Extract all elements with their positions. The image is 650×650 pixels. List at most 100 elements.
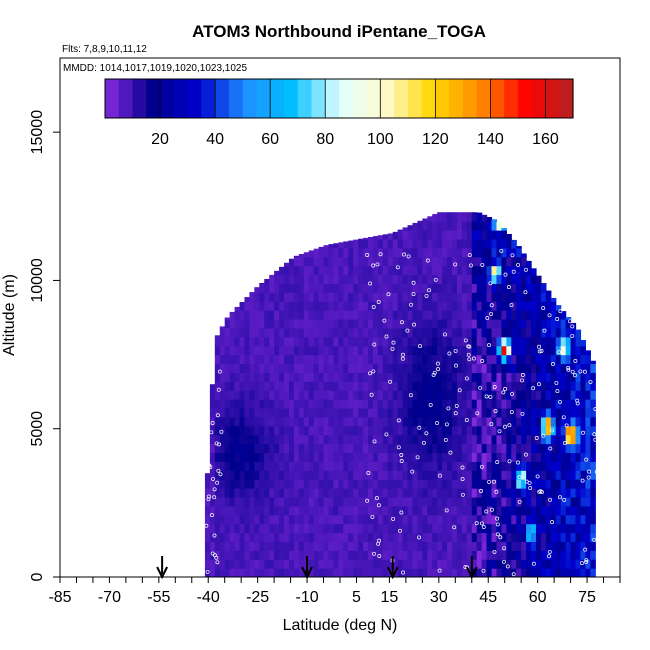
heatmap-cell xyxy=(422,318,428,329)
heatmap-cell xyxy=(417,318,423,329)
heatmap-cell xyxy=(545,496,552,507)
heatmap-cell xyxy=(511,443,517,454)
heatmap-cell xyxy=(590,559,596,569)
observation-point xyxy=(548,446,553,451)
heatmap-cell xyxy=(323,568,330,577)
heatmap-cell xyxy=(442,256,448,267)
heatmap-cell xyxy=(417,425,423,436)
heatmap-cell xyxy=(244,381,251,391)
heatmap-cell xyxy=(363,310,369,320)
heatmap-cell xyxy=(293,568,300,577)
heatmap-cell xyxy=(387,514,394,525)
heatmap-cell xyxy=(585,416,591,427)
heatmap-cell xyxy=(476,256,483,267)
heatmap-cell xyxy=(545,461,552,471)
heatmap-cell xyxy=(516,523,522,534)
heatmap-cell xyxy=(442,470,448,480)
heatmap-cell xyxy=(338,479,344,489)
heatmap-cell xyxy=(284,479,290,489)
heatmap-cell xyxy=(214,416,221,427)
heatmap-cell xyxy=(491,363,498,373)
heatmap-cell xyxy=(555,532,562,543)
heatmap-cell xyxy=(531,292,537,302)
heatmap-cell xyxy=(560,443,567,454)
heatmap-cell xyxy=(219,514,226,525)
heatmap-cell xyxy=(550,363,557,373)
heatmap-cell xyxy=(447,416,453,427)
observation-point xyxy=(586,475,591,480)
heatmap-cell xyxy=(328,292,335,302)
heatmap-cell xyxy=(402,541,409,551)
heatmap-cell xyxy=(328,505,335,516)
heatmap-cell xyxy=(284,381,290,391)
heatmap-cell xyxy=(471,345,478,356)
heatmap-cell xyxy=(511,310,517,320)
heatmap-cell xyxy=(501,416,507,427)
heatmap-cell xyxy=(279,301,285,311)
heatmap-cell xyxy=(501,425,507,436)
heatmap-cell xyxy=(377,407,384,418)
heatmap-cell xyxy=(254,443,260,454)
heatmap-cell xyxy=(284,390,290,400)
heatmap-cell xyxy=(229,514,236,525)
heatmap-cell xyxy=(204,473,211,480)
heatmap-cell xyxy=(565,443,572,454)
heatmap-cell xyxy=(382,256,389,267)
heatmap-cell xyxy=(545,559,552,569)
heatmap-cell xyxy=(516,399,522,409)
heatmap-cell xyxy=(417,265,423,276)
heatmap-cell xyxy=(461,390,468,400)
heatmap-cell xyxy=(279,461,285,471)
heatmap-cell xyxy=(264,292,270,302)
heatmap-cell xyxy=(318,318,325,329)
heatmap-cell xyxy=(288,258,295,267)
heatmap-cell xyxy=(417,256,423,267)
heatmap-cell xyxy=(229,559,236,569)
heatmap-cell xyxy=(417,238,423,249)
heatmap-cell xyxy=(293,310,300,320)
heatmap-cell xyxy=(407,292,414,302)
heatmap-cell xyxy=(437,238,443,249)
heatmap-cell xyxy=(536,461,542,471)
heatmap-cell xyxy=(259,345,265,356)
heatmap-cell xyxy=(387,238,394,249)
heatmap-cell xyxy=(353,514,359,525)
heatmap-cell xyxy=(333,434,339,445)
heatmap-cell xyxy=(550,381,557,391)
heatmap-cell xyxy=(219,488,226,498)
heatmap-cell xyxy=(387,354,394,365)
heatmap-cell xyxy=(318,354,325,365)
heatmap-cell xyxy=(293,255,300,258)
heatmap-cell xyxy=(447,559,453,569)
heatmap-cell xyxy=(348,505,354,516)
heatmap-cell xyxy=(358,301,364,311)
x-tick-label: 75 xyxy=(578,589,596,606)
colorbar-tick-label: 140 xyxy=(477,131,504,148)
heatmap-cell xyxy=(397,327,404,338)
heatmap-cell xyxy=(550,434,557,445)
heatmap-cell xyxy=(501,372,507,382)
heatmap-cell xyxy=(516,461,522,471)
heatmap-cell xyxy=(461,230,468,240)
heatmap-cell xyxy=(279,425,285,436)
heatmap-cell xyxy=(461,514,468,525)
heatmap-cell xyxy=(358,496,364,507)
heatmap-cell xyxy=(456,559,463,569)
heatmap-cell xyxy=(486,247,493,258)
heatmap-cell xyxy=(293,523,300,534)
heatmap-cell xyxy=(506,505,512,516)
heatmap-cell xyxy=(555,568,562,577)
heatmap-cell xyxy=(466,416,473,427)
heatmap-cell xyxy=(249,470,255,480)
heatmap-cell xyxy=(264,345,270,356)
heatmap-cell xyxy=(550,461,557,471)
heatmap-cell xyxy=(407,488,414,498)
heatmap-cell xyxy=(264,283,270,293)
heatmap-cell xyxy=(293,488,300,498)
heatmap-cell xyxy=(407,265,414,276)
heatmap-cell xyxy=(368,461,374,471)
heatmap-cell xyxy=(481,452,488,462)
heatmap-cell xyxy=(585,354,591,365)
observation-point xyxy=(566,367,571,372)
heatmap-cell xyxy=(536,550,542,560)
